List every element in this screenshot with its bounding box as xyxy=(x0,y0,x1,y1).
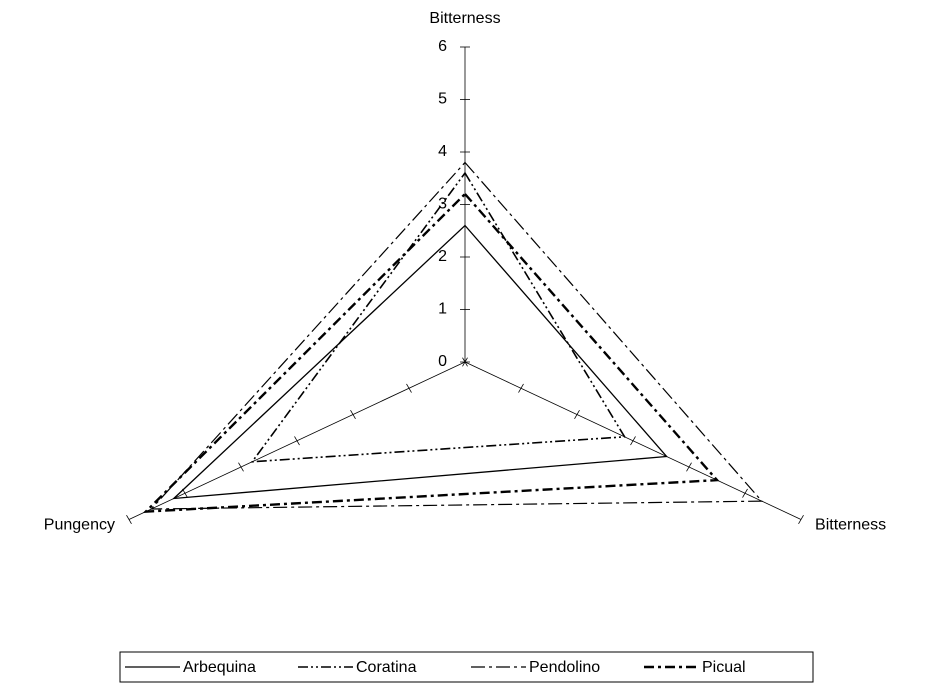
tick-mark xyxy=(238,462,244,472)
legend-label: Coratina xyxy=(356,659,417,676)
legend-label: Picual xyxy=(702,659,746,676)
series-line xyxy=(150,161,764,510)
tick-mark xyxy=(406,383,412,393)
tick-label: 1 xyxy=(438,301,447,318)
tick-mark xyxy=(350,409,356,420)
series-line xyxy=(171,224,668,500)
tick-mark xyxy=(686,462,692,472)
tick-mark xyxy=(630,436,636,446)
legend-box xyxy=(119,651,814,683)
tick-label: 0 xyxy=(438,353,447,370)
tick-label: 5 xyxy=(438,91,447,108)
axis-label: Pungency xyxy=(44,517,115,534)
tick-mark xyxy=(126,514,132,525)
tick-mark xyxy=(462,357,468,367)
axis-label: Bitterness xyxy=(815,517,886,534)
legend-label: Arbequina xyxy=(183,659,256,676)
legend-label: Pendolino xyxy=(529,659,600,676)
tick-label: 4 xyxy=(438,143,447,160)
tick-mark xyxy=(294,436,300,446)
tick-mark xyxy=(798,514,804,525)
series-line xyxy=(142,192,720,513)
tick-label: 3 xyxy=(438,196,447,213)
tick-label: 6 xyxy=(438,38,447,55)
tick-mark xyxy=(574,409,580,420)
tick-label: 2 xyxy=(438,248,447,265)
series-line xyxy=(250,171,626,463)
tick-mark xyxy=(742,488,748,498)
axis-label: Bitterness xyxy=(429,10,500,27)
tick-mark xyxy=(518,383,524,393)
